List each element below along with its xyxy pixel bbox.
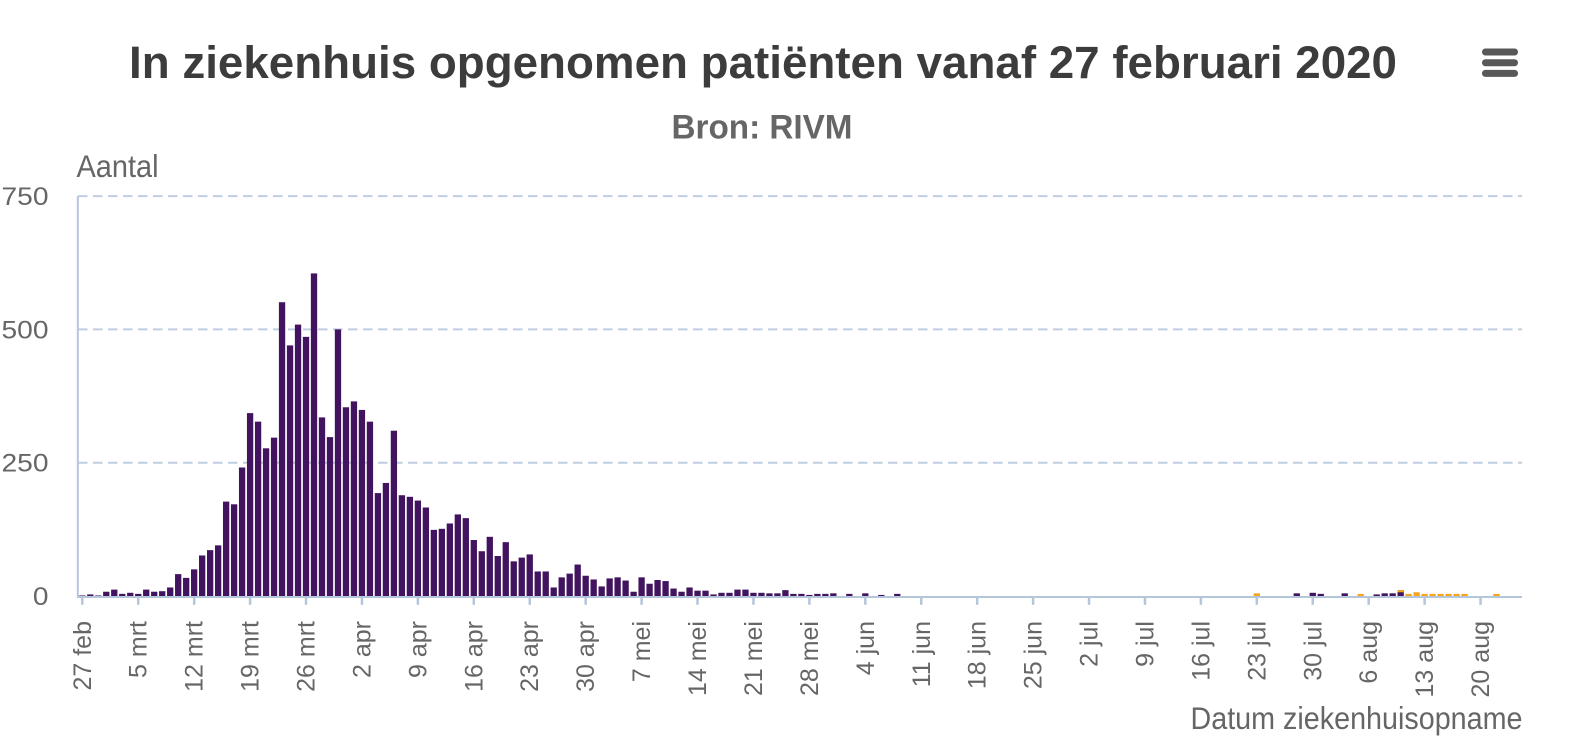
- svg-text:18 jun: 18 jun: [964, 621, 992, 689]
- svg-text:0: 0: [33, 583, 49, 611]
- svg-text:16 apr: 16 apr: [460, 621, 488, 692]
- svg-text:16 jul: 16 jul: [1187, 621, 1215, 681]
- svg-text:23 apr: 23 apr: [516, 621, 544, 692]
- svg-text:14 mei: 14 mei: [684, 621, 712, 696]
- svg-text:23 jul: 23 jul: [1243, 621, 1271, 681]
- svg-text:750: 750: [2, 183, 49, 211]
- svg-text:20 aug: 20 aug: [1467, 621, 1495, 697]
- svg-text:30 jul: 30 jul: [1299, 621, 1327, 681]
- svg-text:250: 250: [2, 450, 49, 478]
- svg-text:9 jul: 9 jul: [1131, 621, 1159, 667]
- svg-text:Aantal: Aantal: [77, 148, 159, 184]
- svg-text:28 mei: 28 mei: [796, 621, 824, 696]
- svg-text:21 mei: 21 mei: [740, 621, 768, 696]
- svg-text:9 apr: 9 apr: [404, 621, 432, 678]
- svg-text:6 aug: 6 aug: [1355, 621, 1383, 684]
- svg-text:Datum ziekenhuisopname: Datum ziekenhuisopname: [1191, 700, 1523, 736]
- svg-text:25 jun: 25 jun: [1020, 621, 1048, 689]
- svg-text:12 mrt: 12 mrt: [181, 621, 209, 692]
- svg-text:4 jun: 4 jun: [852, 621, 880, 675]
- svg-text:2 apr: 2 apr: [348, 621, 376, 678]
- svg-text:11 jun: 11 jun: [908, 621, 936, 687]
- svg-text:In ziekenhuis opgenomen patiën: In ziekenhuis opgenomen patiënten vanaf …: [129, 37, 1397, 88]
- svg-text:19 mrt: 19 mrt: [237, 621, 265, 692]
- svg-text:2 jul: 2 jul: [1076, 621, 1104, 667]
- svg-text:26 mrt: 26 mrt: [293, 621, 321, 692]
- svg-text:Bron: RIVM: Bron: RIVM: [672, 109, 853, 147]
- svg-text:7 mei: 7 mei: [628, 621, 656, 682]
- svg-text:5 mrt: 5 mrt: [125, 621, 153, 678]
- svg-text:27 feb: 27 feb: [69, 621, 97, 691]
- svg-text:13 aug: 13 aug: [1411, 621, 1439, 697]
- svg-text:30 apr: 30 apr: [572, 621, 600, 692]
- svg-text:500: 500: [2, 316, 49, 344]
